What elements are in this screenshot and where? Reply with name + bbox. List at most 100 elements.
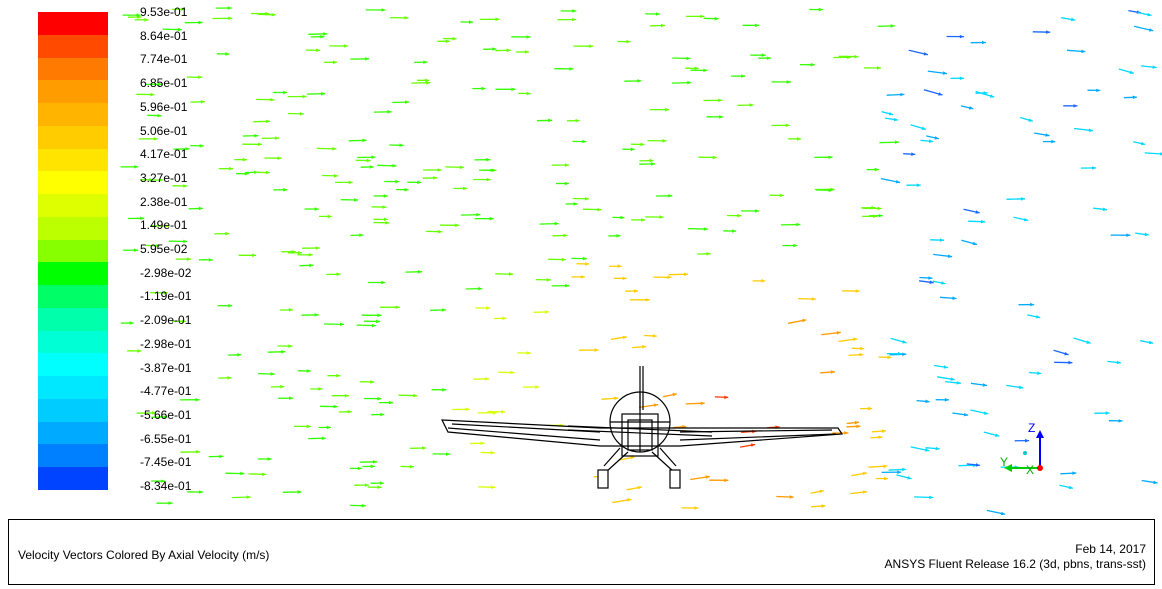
velocity-vector bbox=[935, 398, 949, 402]
velocity-vector bbox=[422, 176, 438, 180]
velocity-vector bbox=[788, 137, 802, 141]
velocity-vector bbox=[384, 179, 400, 184]
velocity-vector bbox=[495, 87, 516, 92]
velocity-vector bbox=[326, 272, 341, 276]
velocity-vector bbox=[187, 490, 204, 494]
velocity-vector bbox=[557, 17, 577, 22]
velocity-vector bbox=[212, 16, 233, 21]
velocity-vector bbox=[1060, 17, 1076, 22]
colormap-swatch bbox=[38, 262, 108, 286]
velocity-vector bbox=[723, 229, 737, 233]
velocity-vector bbox=[214, 231, 230, 236]
velocity-vector bbox=[238, 253, 257, 258]
velocity-vector bbox=[983, 431, 1000, 437]
velocity-vector bbox=[945, 380, 961, 385]
velocity-vector bbox=[630, 298, 650, 302]
colormap-label: -1.19e-01 bbox=[140, 289, 192, 304]
velocity-vector bbox=[731, 74, 746, 78]
velocity-vector bbox=[1094, 411, 1110, 415]
velocity-vector bbox=[769, 193, 784, 198]
colormap-label: -5.66e-01 bbox=[140, 407, 192, 422]
velocity-vector bbox=[925, 446, 940, 451]
velocity-vector bbox=[1107, 360, 1121, 365]
velocity-vector bbox=[1123, 95, 1137, 100]
velocity-vector bbox=[582, 207, 602, 212]
velocity-vector bbox=[1118, 68, 1135, 75]
colormap-swatch bbox=[38, 467, 108, 491]
velocity-vector bbox=[480, 450, 495, 455]
velocity-vector bbox=[863, 66, 882, 70]
velocity-vector bbox=[1014, 438, 1030, 443]
velocity-vector bbox=[461, 212, 481, 217]
colormap-label: -2.98e-01 bbox=[140, 336, 192, 351]
velocity-vector bbox=[1110, 233, 1131, 237]
velocity-vector bbox=[1108, 419, 1123, 423]
velocity-vector bbox=[1133, 25, 1154, 32]
velocity-vector bbox=[405, 269, 423, 274]
velocity-vector bbox=[151, 479, 166, 483]
velocity-vector bbox=[787, 318, 807, 324]
velocity-vector bbox=[373, 220, 390, 225]
velocity-vector bbox=[257, 457, 272, 461]
velocity-vector bbox=[703, 16, 719, 21]
velocity-vector bbox=[1135, 232, 1149, 237]
velocity-vector bbox=[1141, 479, 1158, 485]
velocity-vector bbox=[297, 253, 313, 257]
velocity-vector bbox=[752, 279, 766, 283]
velocity-vector bbox=[1087, 88, 1101, 93]
velocity-vector bbox=[360, 165, 374, 169]
velocity-vector bbox=[685, 401, 705, 406]
velocity-vector bbox=[453, 186, 468, 191]
velocity-vector bbox=[875, 476, 889, 481]
velocity-vector bbox=[758, 56, 771, 60]
velocity-vector bbox=[919, 276, 933, 280]
axis-z-label: Z bbox=[1028, 421, 1035, 435]
velocity-vector bbox=[280, 308, 293, 312]
graphics-viewport[interactable]: 9.53e-01 8.64e-01 7.74e-01 6.85e-01 5.96e-01… bbox=[0, 0, 1162, 515]
velocity-vector bbox=[970, 40, 987, 45]
colormap-swatch bbox=[38, 398, 108, 422]
velocity-vector bbox=[622, 147, 635, 152]
velocity-vector bbox=[626, 485, 643, 491]
title-block: Velocity Vectors Colored By Axial Veloci… bbox=[8, 519, 1155, 585]
velocity-vector bbox=[926, 135, 940, 140]
velocity-vector bbox=[319, 404, 338, 409]
velocity-vector bbox=[261, 136, 280, 140]
velocity-vector bbox=[373, 194, 388, 198]
velocity-vector bbox=[437, 39, 450, 44]
velocity-vector bbox=[430, 308, 447, 312]
velocity-vector bbox=[305, 48, 321, 53]
velocity-vector bbox=[877, 24, 895, 28]
velocity-vector bbox=[601, 396, 619, 401]
velocity-vector bbox=[293, 424, 311, 429]
velocity-vector bbox=[120, 165, 139, 169]
velocity-vector bbox=[556, 181, 569, 186]
velocity-vector bbox=[643, 334, 657, 338]
velocity-vector bbox=[685, 66, 699, 71]
velocity-vector bbox=[821, 331, 841, 336]
velocity-vector bbox=[379, 305, 400, 310]
velocity-vector bbox=[331, 393, 349, 398]
velocity-vector bbox=[180, 450, 201, 454]
velocity-vector bbox=[308, 32, 328, 36]
velocity-vector bbox=[741, 209, 760, 213]
velocity-vector bbox=[810, 489, 824, 494]
velocity-vector bbox=[318, 425, 331, 430]
velocity-vector bbox=[617, 39, 631, 44]
velocity-vector bbox=[1006, 384, 1024, 390]
colormap-label: 5.06e-01 bbox=[140, 123, 188, 138]
velocity-vector bbox=[483, 47, 497, 51]
velocity-vector bbox=[338, 409, 352, 414]
velocity-vector bbox=[578, 348, 599, 352]
velocity-vector bbox=[253, 119, 271, 124]
velocity-vector bbox=[919, 280, 934, 284]
colormap-label: 8.64e-01 bbox=[140, 28, 188, 43]
velocity-vector bbox=[277, 344, 293, 348]
velocity-vector bbox=[868, 464, 888, 469]
velocity-vector bbox=[571, 256, 587, 261]
velocity-vector bbox=[1093, 207, 1108, 212]
velocity-vector bbox=[1063, 104, 1078, 108]
velocity-vector bbox=[814, 155, 833, 160]
velocity-vector bbox=[414, 60, 428, 64]
velocity-vector bbox=[851, 346, 865, 351]
